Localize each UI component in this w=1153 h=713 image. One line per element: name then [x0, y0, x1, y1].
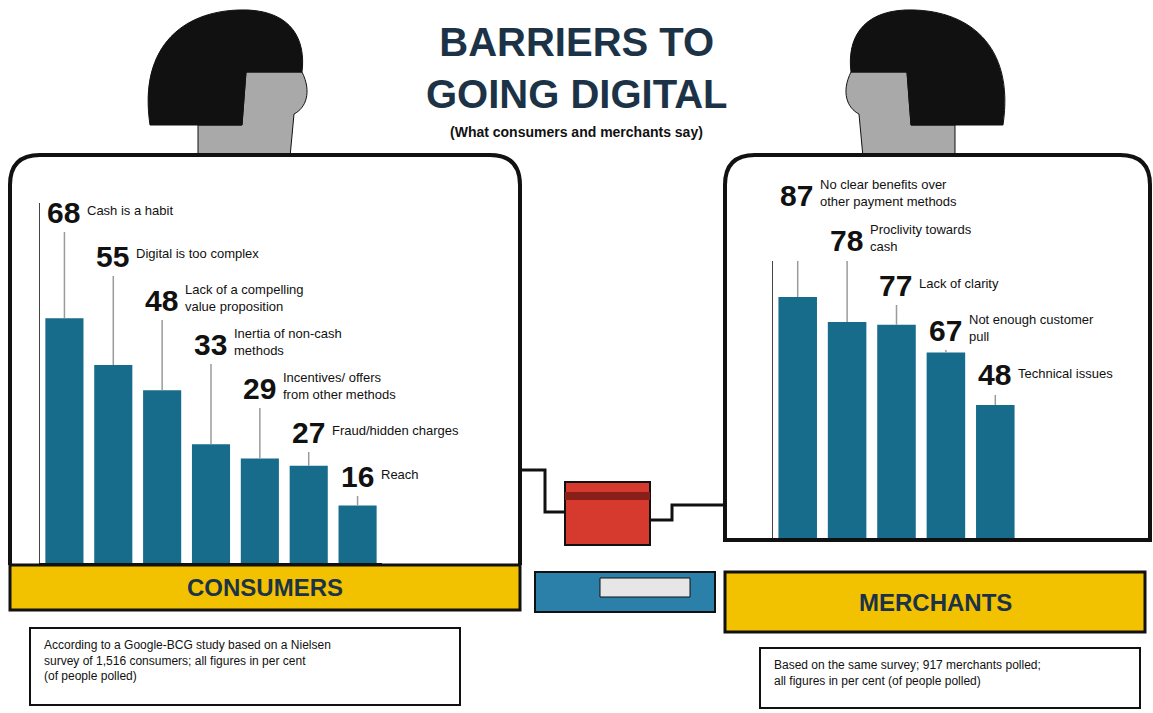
svg-text:Proclivity towardscash: Proclivity towardscash — [870, 222, 972, 254]
svg-text:MERCHANTS: MERCHANTS — [859, 589, 1012, 616]
svg-text:Lack of a compellingvalue prop: Lack of a compellingvalue proposition — [185, 282, 304, 314]
svg-text:Based on the same survey; 917: Based on the same survey; 917 merchants … — [774, 658, 1041, 688]
svg-text:33: 33 — [194, 328, 227, 361]
svg-text:87: 87 — [780, 179, 813, 212]
svg-text:No clear benefits overother pa: No clear benefits overother payment meth… — [820, 177, 957, 209]
svg-text:77: 77 — [879, 269, 912, 302]
svg-text:Incentives/ offersfrom other m: Incentives/ offersfrom other methods — [283, 370, 396, 402]
svg-text:55: 55 — [96, 240, 129, 273]
svg-text:27: 27 — [292, 416, 325, 449]
svg-text:78: 78 — [830, 224, 863, 257]
svg-text:67: 67 — [929, 314, 962, 347]
svg-text:Technical issues: Technical issues — [1018, 366, 1113, 381]
svg-text:Digital is too complex: Digital is too complex — [136, 246, 259, 261]
svg-text:48: 48 — [145, 284, 178, 317]
svg-text:Not enough customerpull: Not enough customerpull — [969, 312, 1094, 344]
svg-text:CONSUMERS: CONSUMERS — [187, 574, 343, 601]
svg-text:16: 16 — [341, 460, 374, 493]
svg-text:Reach: Reach — [381, 467, 419, 482]
svg-text:BARRIERS TOGOING DIGITAL: BARRIERS TOGOING DIGITAL — [426, 20, 727, 116]
svg-text:Lack of clarity: Lack of clarity — [919, 276, 999, 291]
svg-text:Cash is a habit: Cash is a habit — [87, 203, 173, 218]
svg-text:68: 68 — [47, 196, 80, 229]
svg-text:Fraud/hidden charges: Fraud/hidden charges — [332, 423, 459, 438]
svg-text:29: 29 — [243, 372, 276, 405]
svg-text:Inertia of non-cashmethods: Inertia of non-cashmethods — [234, 326, 342, 358]
svg-text:48: 48 — [978, 358, 1011, 391]
svg-text:According to a Google-BCG stud: According to a Google-BCG study based on… — [44, 638, 331, 683]
svg-text:(What consumers and merchants: (What consumers and merchants say) — [450, 124, 703, 140]
